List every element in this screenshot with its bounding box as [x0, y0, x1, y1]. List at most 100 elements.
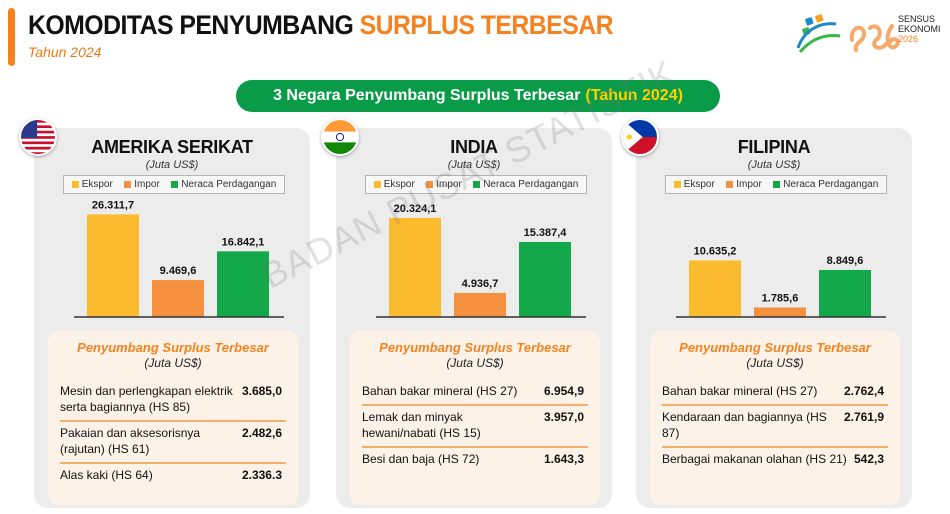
bar-impor [152, 280, 204, 317]
chart-unit: (Juta US$) [145, 159, 199, 171]
chart-legend: Ekspor Impor Neraca Perdagangan [365, 175, 587, 194]
data-label-neraca: 16.842,1 [222, 236, 265, 248]
country-name: AMERIKA SERIKAT [91, 137, 253, 157]
legend-label-ekspor: Ekspor [383, 179, 415, 190]
legend-swatch-ekspor [71, 181, 79, 188]
legend-swatch-ekspor [373, 181, 381, 188]
country-name: INDIA [450, 137, 498, 157]
legend-label-impor: Impor [134, 179, 160, 190]
legend-swatch-neraca [473, 181, 481, 188]
commodity-list: Bahan bakar mineral (HS 27) 6.954,9 Lemak… [362, 380, 588, 472]
legend-label-neraca: Neraca Perdagangan [181, 179, 277, 190]
data-label-ekspor: 10.635,2 [694, 245, 737, 257]
legend-label-ekspor: Ekspor [81, 179, 113, 190]
legend-item-neraca: Neraca Perdagangan [473, 179, 578, 190]
page-title: KOMODITAS PENYUMBANG SURPLUS TERBESAR [28, 10, 614, 41]
surplus-panel-india: Penyumbang Surplus Terbesar (Juta US$) B… [350, 331, 600, 505]
bar-neraca [819, 269, 871, 317]
legend-swatch-neraca [171, 181, 179, 188]
title-accent-bar [8, 8, 15, 66]
legend-item-impor: Impor [726, 179, 762, 190]
commodity-value: 3.957,0 [543, 410, 584, 424]
list-item: Bahan bakar mineral (HS 27) 6.954,9 [362, 380, 588, 406]
list-item: Pakaian dan aksesorisnya (rajutan) (HS 6… [60, 422, 286, 464]
sensus-ekonomi-logo [796, 14, 900, 53]
legend-item-ekspor: Ekspor [71, 179, 113, 190]
se-2026-mark-icon [849, 24, 900, 52]
data-label-impor: 9.469,6 [160, 265, 197, 277]
commodity-value: 542,3 [853, 452, 884, 466]
commodity-label: Bahan bakar mineral (HS 27) [662, 384, 818, 398]
legend-swatch-impor [726, 181, 734, 188]
commodity-list: Bahan bakar mineral (HS 27) 2.762,4 Kenda… [662, 380, 888, 472]
bar-chart-philippines: 10.635,2 1.785,6 8.849,6 [676, 245, 886, 318]
panel-title: Penyumbang Surplus Terbesar [379, 340, 571, 355]
legend-label-impor: Impor [736, 179, 762, 190]
data-label-ekspor: 20.324,1 [394, 203, 437, 215]
country-card-usa: AMERIKA SERIKAT (Juta US$) Ekspor Impor … [19, 118, 310, 508]
logo-line-2: EKONOMI [898, 24, 941, 34]
list-item: Alas kaki (HS 64) 2.336.3 [60, 464, 286, 488]
list-item: Kendaraan dan bagiannya (HS 87) 2.761,9 [662, 406, 888, 448]
data-label-impor: 1.785,6 [762, 293, 799, 305]
legend-item-ekspor: Ekspor [673, 179, 715, 190]
title-part-1: KOMODITAS PENYUMBANG [28, 10, 354, 40]
legend-swatch-impor [124, 181, 132, 188]
chart-legend: Ekspor Impor Neraca Perdagangan [63, 175, 285, 194]
country-card-philippines: FILIPINA (Juta US$) Ekspor Impor Neraca … [621, 118, 912, 508]
commodity-label: Berbagai makanan olahan (HS 21) [662, 452, 847, 466]
banner-text: 3 Negara Penyumbang Surplus Terbesar [273, 87, 581, 104]
panel-unit: (Juta US$) [746, 356, 804, 370]
panel-title: Penyumbang Surplus Terbesar [77, 340, 269, 355]
chart-unit: (Juta US$) [747, 159, 801, 171]
country-name: FILIPINA [737, 137, 811, 157]
panel-unit: (Juta US$) [446, 356, 504, 370]
legend-item-ekspor: Ekspor [373, 179, 415, 190]
bar-neraca [217, 251, 269, 317]
legend-item-impor: Impor [124, 179, 160, 190]
commodity-value: 2.482,6 [241, 426, 282, 440]
commodity-list: Mesin dan perlengkapan elektrik serta ba… [60, 380, 286, 488]
panel-title: Penyumbang Surplus Terbesar [679, 340, 871, 355]
commodity-value: 2.761,9 [843, 410, 884, 424]
bar-impor [754, 307, 806, 317]
commodity-value: 2.762,4 [843, 384, 884, 398]
bar-neraca [519, 241, 571, 317]
logo-line-1: SENSUS [898, 14, 936, 24]
data-label-ekspor: 26.311,7 [92, 199, 134, 211]
bar-ekspor [87, 214, 139, 317]
bar-ekspor [389, 217, 441, 317]
legend-label-neraca: Neraca Perdagangan [783, 179, 879, 190]
data-label-neraca: 8.849,6 [827, 255, 864, 267]
legend-item-neraca: Neraca Perdagangan [773, 179, 878, 190]
legend-label-impor: Impor [436, 179, 462, 190]
legend-item-impor: Impor [426, 179, 462, 190]
title-part-2: SURPLUS TERBESAR [359, 10, 614, 40]
bar-ekspor [689, 260, 741, 317]
surplus-panel-usa: Penyumbang Surplus Terbesar (Juta US$) M… [48, 331, 298, 505]
commodity-label: Alas kaki (HS 64) [60, 468, 153, 482]
commodity-label: Besi dan baja (HS 72) [362, 452, 480, 466]
chart-legend: Ekspor Impor Neraca Perdagangan [665, 175, 887, 194]
legend-swatch-impor [426, 181, 434, 188]
panel-unit: (Juta US$) [144, 356, 202, 370]
country-card-india: INDIA (Juta US$) Ekspor Impor Neraca Per… [321, 118, 612, 508]
surplus-panel-philippines: Penyumbang Surplus Terbesar (Juta US$) B… [650, 331, 900, 505]
india-flag-icon [321, 118, 359, 156]
list-item: Bahan bakar mineral (HS 27) 2.762,4 [662, 380, 888, 406]
chart-unit: (Juta US$) [447, 159, 501, 171]
commodity-value: 1.643,3 [543, 452, 584, 466]
commodity-value: 2.336.3 [241, 468, 282, 482]
list-item: Besi dan baja (HS 72) 1.643,3 [362, 448, 588, 472]
legend-item-neraca: Neraca Perdagangan [171, 179, 276, 190]
sensus-ekonomi-logo-text: SENSUS EKONOMI 2026 [898, 14, 941, 44]
legend-swatch-neraca [773, 181, 781, 188]
commodity-label: Bahan bakar mineral (HS 27) [362, 384, 518, 398]
legend-label-neraca: Neraca Perdagangan [483, 179, 579, 190]
bar-chart-india: 20.324,1 4.936,7 15.387,4 [376, 203, 586, 318]
commodity-value: 3.685,0 [241, 384, 282, 398]
data-label-neraca: 15.387,4 [524, 227, 568, 239]
commodity-value: 6.954,9 [543, 384, 584, 398]
section-banner: 3 Negara Penyumbang Surplus Terbesar (Tah… [236, 80, 720, 112]
philippines-flag-icon [621, 118, 659, 156]
